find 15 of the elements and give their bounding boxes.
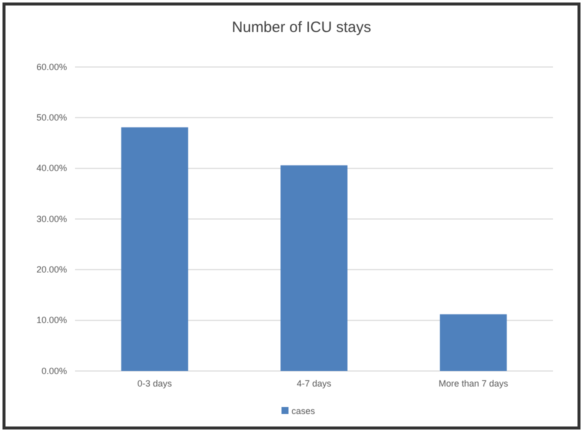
y-tick-label: 60.00% [36, 62, 67, 72]
x-tick-label: 4-7 days [296, 378, 332, 388]
legend-label: cases [292, 406, 316, 416]
y-tick-label: 20.00% [36, 264, 67, 275]
y-tick-label: 0.00% [41, 366, 67, 376]
x-tick-label: More than 7 days [438, 378, 509, 388]
chart-title: Number of ICU stays [232, 19, 372, 36]
bar [440, 314, 507, 371]
bar [280, 165, 348, 371]
y-tick-label: 10.00% [36, 315, 67, 326]
y-tick-label: 40.00% [36, 163, 67, 174]
y-tick-label: 50.00% [36, 112, 67, 123]
y-tick-label: 30.00% [36, 214, 67, 224]
x-tick-label: 0-3 days [137, 378, 172, 388]
bar [121, 127, 188, 371]
